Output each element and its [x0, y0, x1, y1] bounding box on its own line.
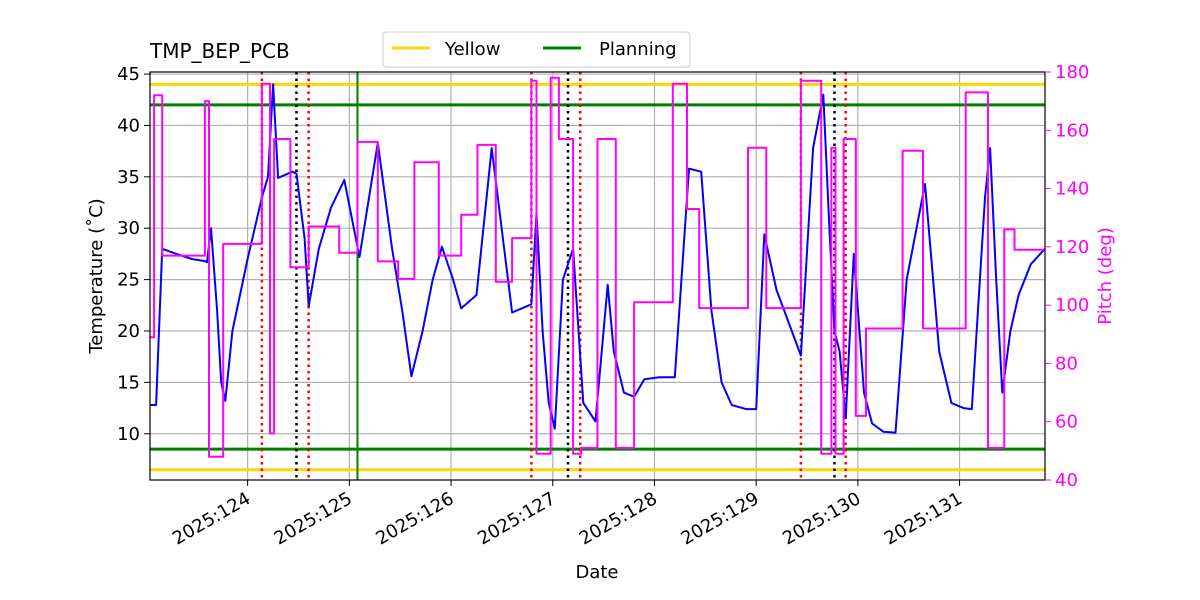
legend-box: [382, 31, 691, 68]
y2-tick-label-1: 60: [1055, 412, 1078, 433]
limit-lines: [150, 82, 1045, 472]
y-axis-label: Temperature (˚C): [86, 198, 107, 354]
y-tick-label-6: 40: [117, 115, 140, 136]
y-tick-label-7: 45: [117, 64, 140, 85]
legend: Yellow Planning: [382, 31, 691, 68]
legend-label-planning: Planning: [599, 39, 677, 60]
y-axis-ticks: 10 15 20 25 30 35 40 45: [117, 64, 150, 445]
series-line-pitch: [150, 76, 1045, 458]
series-line-tmp-bep-pcb: [150, 83, 1045, 434]
y2-tick-label-5: 140: [1055, 179, 1089, 200]
y2-axis-ticks: 40 60 80 100 120 140 160 180: [1045, 62, 1089, 491]
y-tick-label-2: 20: [117, 321, 140, 342]
series-lines: [150, 76, 1045, 458]
y2-axis-label: Pitch (deg): [1095, 227, 1116, 325]
x-axis-label: Date: [575, 562, 618, 583]
y2-tick-label-3: 100: [1055, 295, 1089, 316]
y-tick-label-5: 35: [117, 167, 140, 188]
legend-label-yellow: Yellow: [444, 39, 500, 60]
y2-tick-label-7: 180: [1055, 62, 1089, 83]
y-tick-label-4: 30: [117, 218, 140, 239]
plot-frame: [149, 71, 1046, 481]
chart-title: TMP_BEP_PCB: [149, 39, 290, 63]
y2-tick-label-0: 40: [1055, 470, 1078, 491]
y2-tick-label-6: 160: [1055, 120, 1089, 141]
y2-tick-label-2: 80: [1055, 353, 1078, 374]
y2-tick-label-4: 120: [1055, 237, 1089, 258]
y-tick-label-3: 25: [117, 270, 140, 291]
y-tick-label-0: 10: [117, 424, 140, 445]
y-tick-label-1: 15: [117, 372, 140, 393]
